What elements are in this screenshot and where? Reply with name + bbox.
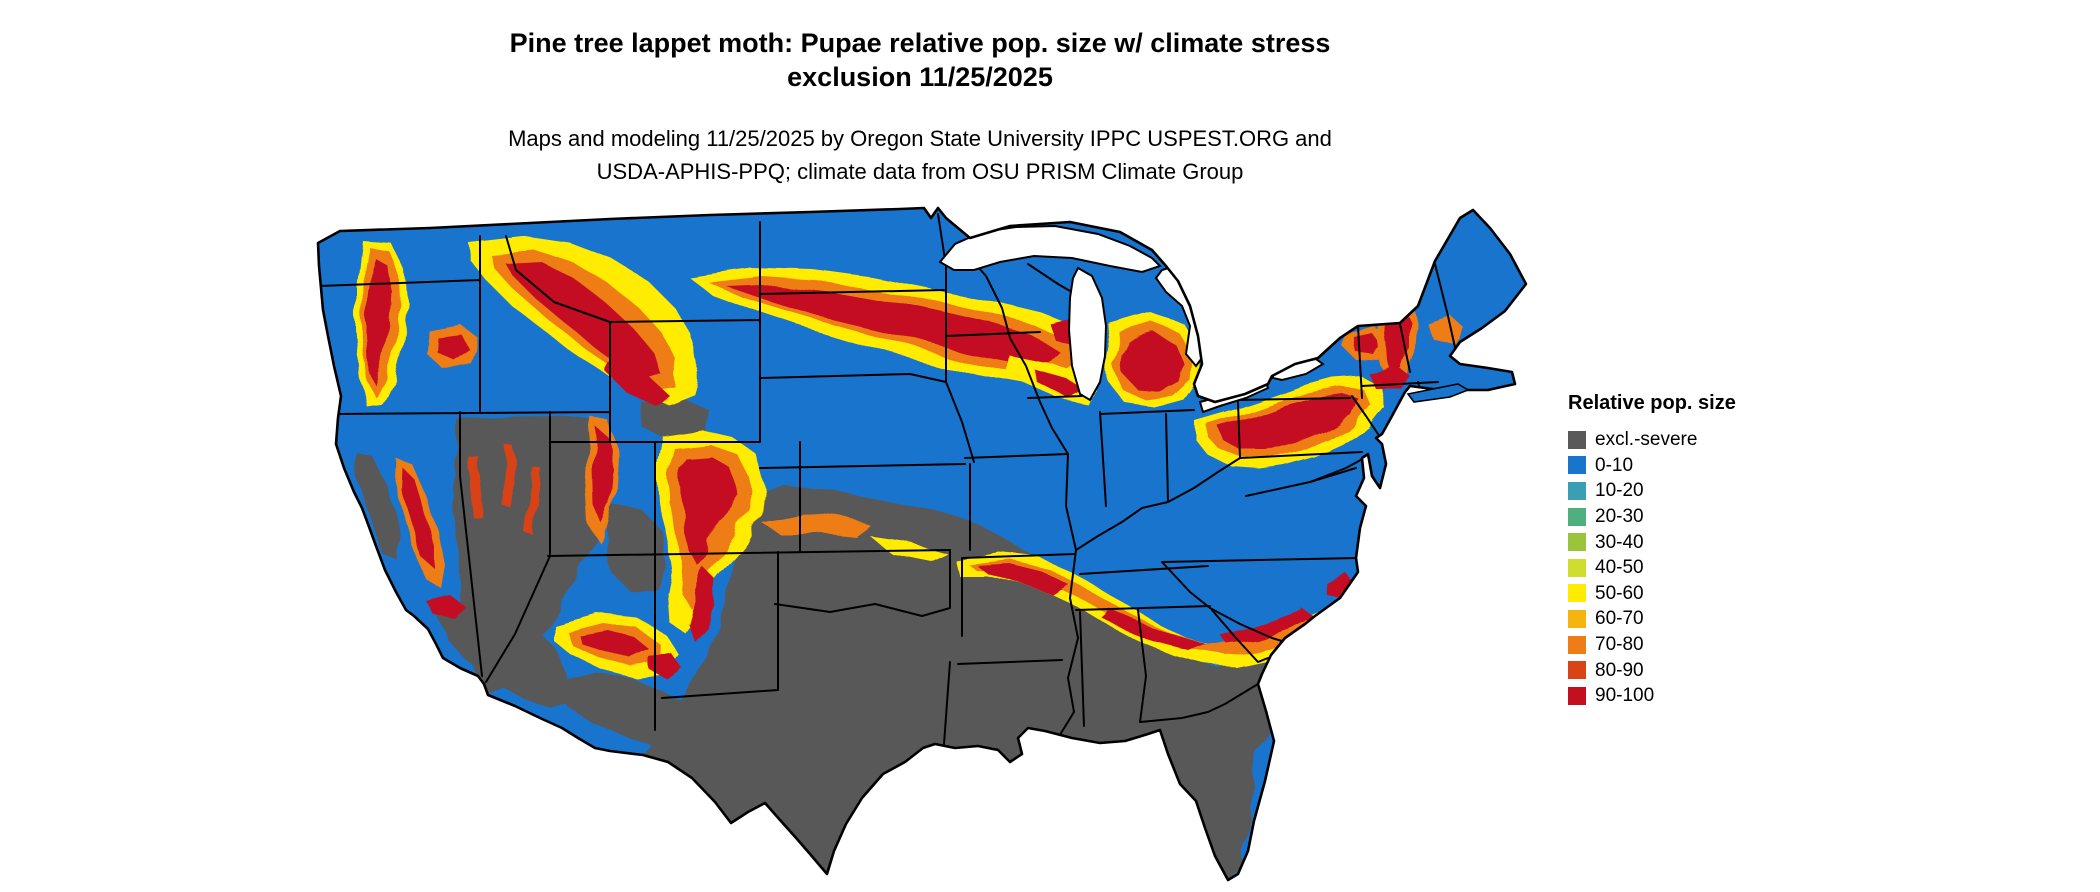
map-hot-ks-edge [870,536,946,560]
map-region-excluded-central-valley [356,453,401,562]
map-hot-n-rockies-peak [506,262,662,377]
legend-item-label: 50-60 [1595,582,1644,604]
legend-item-label: 90-100 [1595,685,1655,707]
map-hot-cascades-peak [368,256,392,386]
map-hot-erie-ny-pa-peak [1218,393,1358,451]
map-region-excluded-four-corners [605,505,667,593]
long-island [1406,383,1470,403]
legend-item-label: 10-20 [1595,480,1644,502]
legend-swatch [1568,661,1586,680]
map-hot-mn-ia-arm-core [1034,369,1084,399]
map-hot-nv-range [525,464,539,536]
map-hot-plains-band-peak [726,284,1058,361]
legend-item: excl.-severe [1568,427,1736,453]
legend-title: Relative pop. size [1568,392,1736,414]
map-hot-mogollon-peak [580,631,650,659]
us-map-figure [316,206,1528,882]
legend-item: 70-80 [1568,632,1736,658]
legend-item: 40-50 [1568,555,1736,581]
map-hot-michigan-peak [1121,333,1183,391]
legend-item: 10-20 [1568,478,1736,504]
legend-item-label: 20-30 [1595,506,1644,528]
legend-swatch [1568,533,1586,552]
legend-swatch [1568,686,1586,705]
map-hot-al-ga [1101,609,1207,652]
legend-swatch [1568,481,1586,500]
map-region-excluded-south [641,483,1331,880]
map-hot-nv-range [468,455,483,519]
subtitle-line-2: USDA-APHIS-PPQ; climate data from OSU PR… [596,159,1244,184]
legend-swatch [1568,609,1586,628]
legend-item: 80-90 [1568,657,1736,683]
legend-item: 60-70 [1568,606,1736,632]
legend-swatch [1568,456,1586,475]
map-hot-co-rockies-peak [678,455,736,565]
legend-swatch [1568,430,1586,449]
legend-item-label: 0-10 [1595,454,1634,476]
legend-item: 50-60 [1568,581,1736,607]
legend-item: 0-10 [1568,453,1736,479]
legend-item-label: excl.-severe [1595,429,1698,451]
legend-item: 30-40 [1568,529,1736,555]
subtitle-line-1: Maps and modeling 11/25/2025 by Oregon S… [508,126,1332,151]
title-line-1: Pine tree lappet moth: Pupae relative po… [509,28,1331,58]
legend-item: 90-100 [1568,683,1736,709]
map-region-excluded-sw-wyoming [640,397,709,441]
legend-swatch [1568,558,1586,577]
title-line-2: exclusion 11/25/2025 [787,62,1053,92]
legend-item-label: 70-80 [1595,634,1644,656]
legend-item-label: 60-70 [1595,608,1644,630]
legend-swatch [1568,584,1586,603]
legend: Relative pop. size excl.-severe 0-10 10-20… [1568,392,1736,709]
map-hot-socal-mtns [428,597,467,621]
map-outline [316,206,1528,882]
map-hot-yellowstone [605,358,668,405]
legend-item-label: 40-50 [1595,557,1644,579]
map-region-excluded-south-az-nm [562,673,731,753]
page-title: Pine tree lappet moth: Pupae relative po… [260,26,1580,94]
map-hot-sangre-de-cristo [686,566,715,639]
map-excluded-layer [356,397,1331,880]
map-hot-piedmont [1218,607,1313,643]
legend-swatch [1568,635,1586,654]
legend-swatch [1568,507,1586,526]
lake-michigan [1067,266,1108,402]
legend-item: 20-30 [1568,504,1736,530]
legend-item-label: 80-90 [1595,659,1644,681]
map-hot-wasatch-core [592,428,612,523]
map-state-borders [319,213,1457,745]
map-hot-nv-range [500,444,513,506]
legend-item-label: 30-40 [1595,531,1644,553]
legend-items: excl.-severe 0-10 10-20 20-30 30-40 40-50 50-6… [1568,427,1736,709]
map-hot-s-maine [1428,316,1464,343]
map-hot-gila [650,653,682,679]
map-hot-ct-ma [1368,367,1410,387]
page-subtitle: Maps and modeling 11/25/2025 by Oregon S… [260,122,1580,188]
map-hot-sierra-core [402,468,435,569]
map-hot-ozarks [978,565,1071,597]
map-hot-tx-ok-edge [762,515,872,538]
map-hot-blue-mtns-core [435,333,468,359]
